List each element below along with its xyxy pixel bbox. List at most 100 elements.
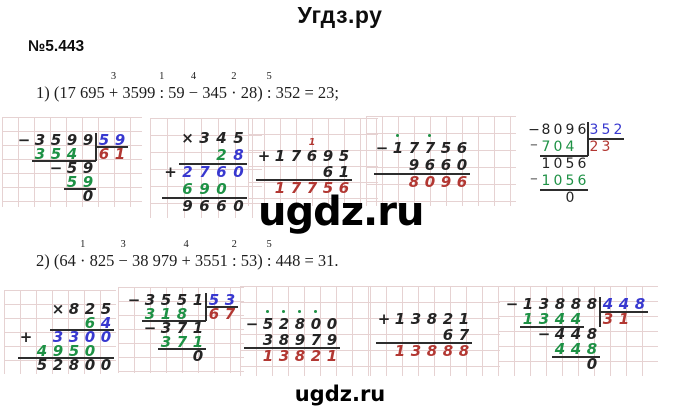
digit: 4 [602,295,614,313]
expr-text: 3599 [118,83,160,102]
subtraction-52800-38979: −5 2 8 0 0 3 8 9 7 9 1 3 8 2 1 [240,286,376,376]
operator-symbol: : [266,83,272,102]
rule-line [600,311,648,313]
multiplication-825-64-content: × 8 2 5 6 4 +3 3 0 0 4 9 5 0 5 2 8 0 0 [18,300,114,374]
digit: 3 [410,310,422,328]
multiplication-345-28-content: × 3 4 5 2 8 +2 7 6 0 6 9 0 9 6 6 0 [162,130,247,215]
digit: 4 [554,340,566,358]
division-8096-352-content: −8 0 9 6 3 5 2−7 0 4 2 3 1 0 5 6−1 0 5 6 0 [528,122,624,207]
digit: 0 [84,356,96,374]
digit: 8 [634,295,646,313]
digit: 3 [602,310,614,328]
order-number: 5 [266,71,272,82]
operator: :5 [266,71,272,103]
rule-line [256,179,352,181]
division-3551-53-content: −3 5 5 1 5 3 3 1 8 6 7−3 7 1 3 7 1 0 [126,291,238,365]
order-number: 3 [110,71,117,82]
digit: 8 [68,300,80,318]
digit: 0 [216,180,227,198]
digit: 4 [554,325,566,343]
expr-text: 59 [164,83,189,102]
digit: 4 [66,145,78,163]
digit: 7 [541,139,551,155]
digit: 0 [82,187,94,205]
digit: 1 [541,156,551,172]
digit: 1 [522,310,534,328]
operator: −4 [189,71,198,103]
digit: 0 [586,355,598,373]
order-number: 1 [80,239,86,250]
digit: 5 [208,291,220,309]
digit: 1 [458,310,470,328]
digit: 7 [408,139,420,157]
digit: 8 [586,325,598,343]
rule-line [50,329,114,331]
rule-line [540,189,588,191]
digit: 7 [310,331,322,349]
operator-symbol: + [181,251,191,270]
watermark-large: ugdz.ru [258,189,424,235]
digit: 6 [424,156,436,174]
operator: :2 [232,239,237,271]
digit: 2 [310,347,322,365]
digit: 1 [160,305,172,323]
digit: 6 [440,156,452,174]
digit: + [164,163,177,181]
digit: 0 [192,347,204,365]
addition-17695-61: +1 7 6 9 5 6 1 1 7 7 5 6 1 [248,118,378,206]
problem-number: №5.443 [28,38,85,55]
digit: 0 [424,173,436,191]
digit: 5 [322,179,334,197]
digit: 1 [192,291,204,309]
multiplication-345-28: × 3 4 5 2 8 +2 7 6 0 6 9 0 9 6 6 0 [150,118,262,218]
digit: 0 [100,328,112,346]
digit: 1 [274,147,286,165]
addition-13821-67-content: +1 3 8 2 1 6 7 1 3 8 8 8 [376,311,472,359]
digit: 9 [294,331,306,349]
digit: 6 [322,163,334,181]
expr-text: 448 = 31. [271,251,339,270]
order-number: 5 [266,239,272,250]
digit: − [245,315,259,333]
digit: 8 [233,146,244,164]
division-bar [587,122,589,156]
operator-symbol: · [231,83,237,102]
digit: 1 [192,319,204,337]
digit: 6 [216,197,227,215]
digit: 2 [278,315,290,333]
digit: 1 [192,333,204,351]
digit: 1 [541,173,551,189]
rule-line [588,138,624,140]
division-13888-448: −1 3 8 8 8 4 4 8 1 3 4 4 3 1−4 4 8 4 4 8 0 [498,286,658,376]
digit: 8 [408,173,420,191]
rule-line [520,326,584,328]
digit: 0 [310,315,322,333]
digit: 2 [52,356,64,374]
rule-line [244,347,340,349]
digit: × [181,129,194,147]
digit: 4 [554,310,566,328]
rule-line [179,163,247,165]
division-3599-59: −3 5 9 9 5 9 3 5 4 6 1−5 9 5 9 0 [2,117,142,207]
rule-line [142,320,206,322]
multiplication-825-64: × 8 2 5 6 4 +3 3 0 0 4 9 5 0 5 2 8 0 0 [4,290,116,374]
rule-line [64,188,96,190]
digit: 8 [554,295,566,313]
digit: 6 [208,305,220,323]
digit: 5 [98,131,110,149]
digit: − [127,291,141,309]
operator: :5 [267,239,272,271]
digit: 2 [216,146,227,164]
expr-text: 28) [236,83,267,102]
division-3599-59-content: −3 5 9 9 5 9 3 5 4 6 1−5 9 5 9 0 [16,131,128,205]
rule-line [376,342,472,344]
digit: 1 [262,347,274,365]
subtraction-52800-38979-content: −5 2 8 0 0 3 8 9 7 9 1 3 8 2 1 [244,310,340,365]
digit: 7 [458,326,470,344]
digit: 3 [68,328,80,346]
division-13888-448-content: −1 3 8 8 8 4 4 8 1 3 4 4 3 1−4 4 8 4 4 8 0 [504,297,648,372]
digit: 3 [34,131,46,149]
digit: 6 [577,156,587,172]
digit: − [17,131,31,149]
